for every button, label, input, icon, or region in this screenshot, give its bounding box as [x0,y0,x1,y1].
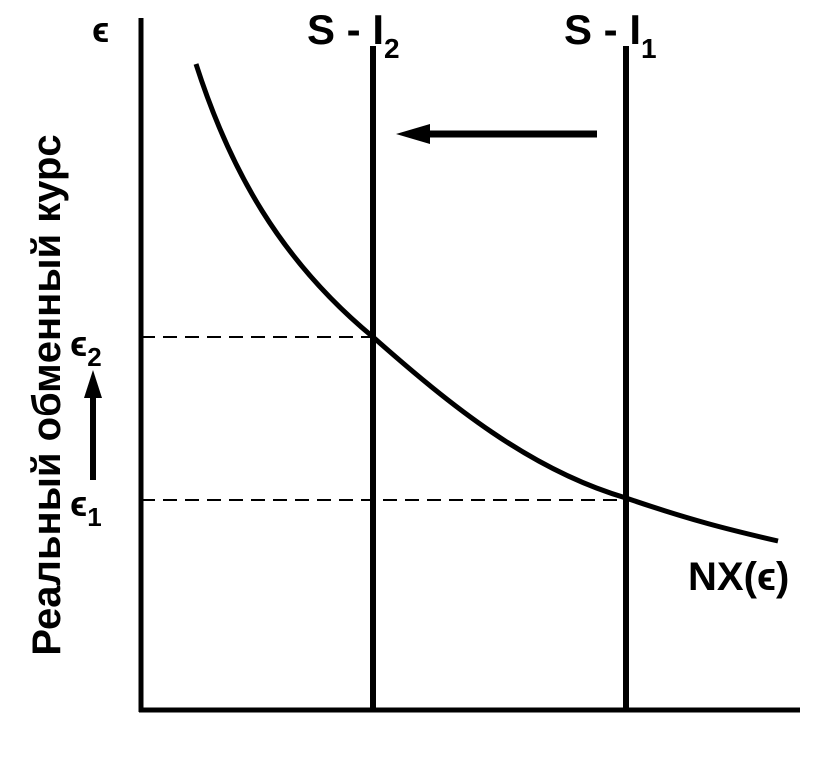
curve-label: NX(ϵ) [688,555,789,599]
level-low-label: ϵ1 [70,483,102,532]
line-after-prefix: S - I [307,6,384,53]
y-axis-label: Реальный обменный курс [25,134,69,655]
line-after-label: S - I2 [307,6,400,64]
line-after-subscript: 2 [384,33,400,64]
level-high-label: ϵ2 [70,323,102,372]
level-high-subscript: 2 [87,342,101,372]
line-before-subscript: 1 [641,33,657,64]
rise-up-arrow [84,370,102,480]
level-high-symbol: ϵ [70,323,87,364]
y-axis-symbol: ϵ [92,9,109,50]
line-before-label: S - I1 [564,6,657,64]
line-before-prefix: S - I [564,6,641,53]
nx-curve [193,63,779,544]
level-low-symbol: ϵ [70,483,87,524]
level-low-subscript: 1 [87,502,101,532]
shift-left-arrow [396,124,597,144]
